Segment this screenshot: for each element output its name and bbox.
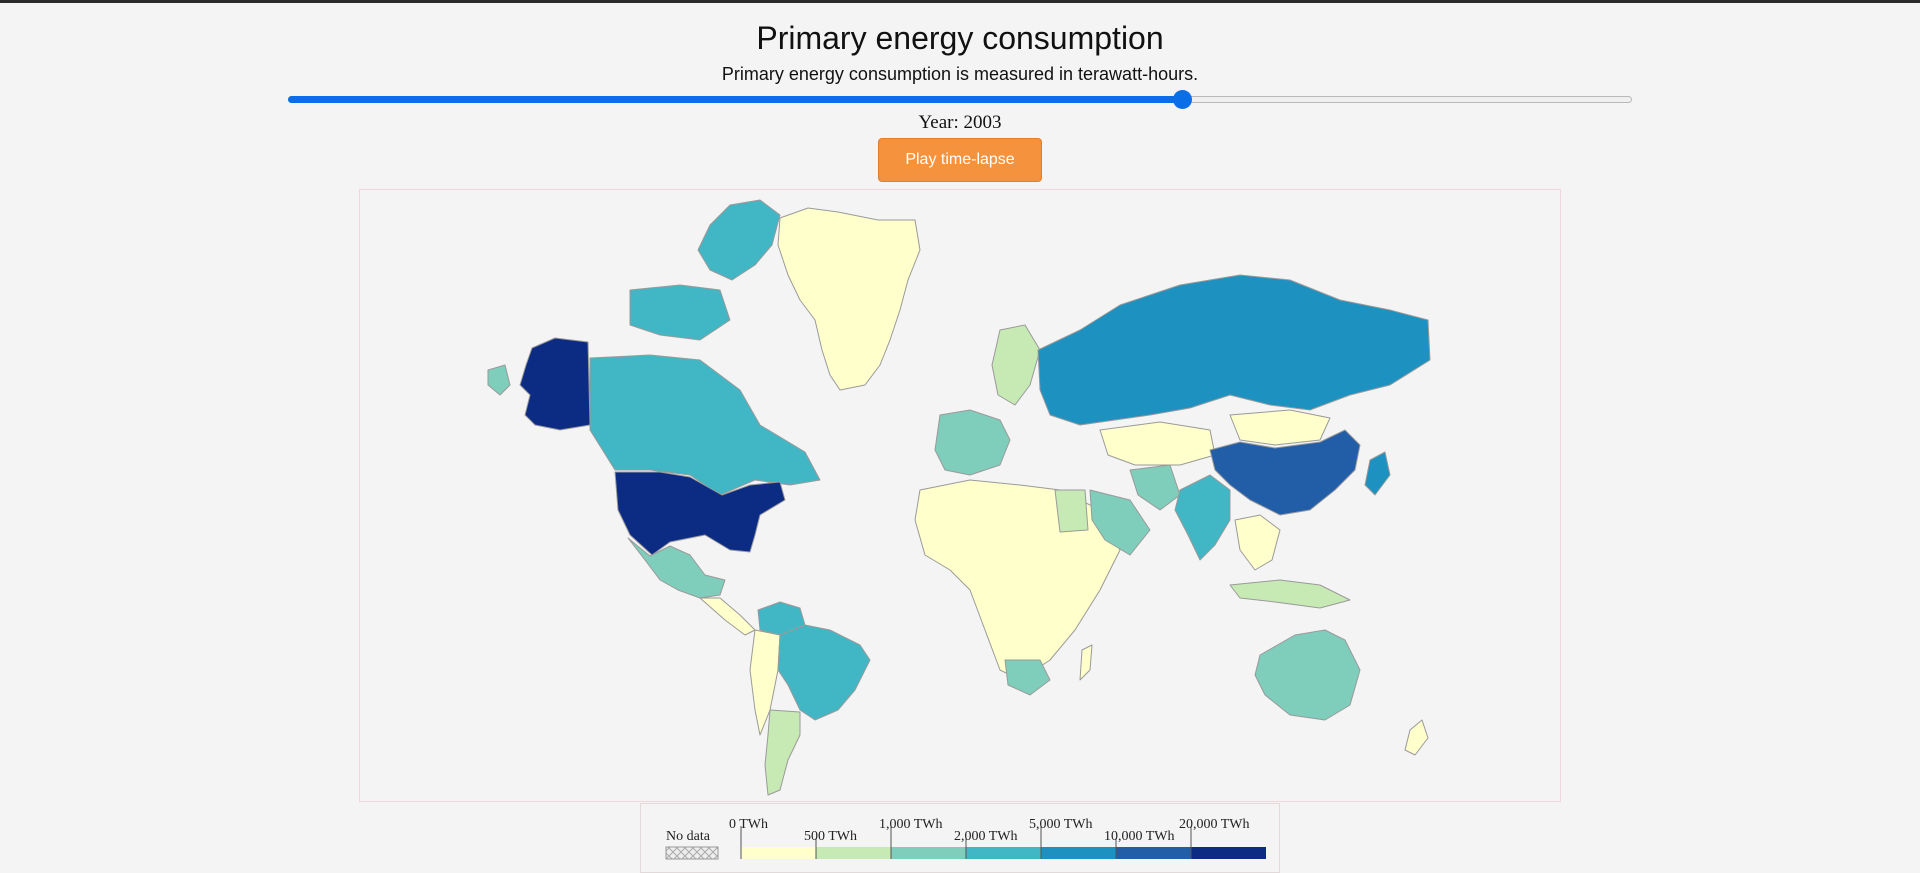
region-saudi-arabia[interactable] — [1089, 489, 1151, 556]
region-alaska[interactable] — [519, 337, 591, 431]
region-south-africa[interactable] — [1004, 659, 1051, 696]
legend-bin-label: 2,000 TWh — [954, 829, 1018, 844]
legend-swatch — [816, 847, 891, 859]
region-scandinavia[interactable] — [991, 324, 1041, 406]
region-united-states[interactable] — [614, 471, 786, 556]
world-map — [359, 189, 1561, 802]
legend-no-data-swatch — [665, 846, 719, 860]
region-iran[interactable] — [1129, 464, 1181, 511]
region-europe-west[interactable] — [934, 409, 1011, 476]
window-top-border — [0, 0, 1920, 3]
page-subtitle: Primary energy consumption is measured i… — [721, 64, 1199, 84]
region-australia[interactable] — [1254, 629, 1361, 721]
year-slider-thumb[interactable] — [1173, 90, 1192, 109]
legend-bin-label: 10,000 TWh — [1104, 829, 1175, 844]
region-indonesia[interactable] — [1229, 579, 1351, 609]
region-china[interactable] — [1209, 429, 1361, 516]
legend-swatch — [741, 847, 816, 859]
world-map-svg — [487, 199, 1431, 796]
region-russia[interactable] — [1037, 274, 1431, 426]
region-egypt[interactable] — [1054, 489, 1089, 533]
map-legend-svg: No data 0 TWh 500 TWh 1,000 TWh 2,000 TWh 5,… — [665, 817, 1266, 860]
legend-swatch — [891, 847, 966, 859]
region-brazil[interactable] — [777, 624, 871, 721]
region-alaska-tip[interactable] — [487, 364, 511, 396]
page-title: Primary energy consumption — [756, 20, 1164, 56]
region-india[interactable] — [1174, 474, 1231, 561]
year-label: Year: 2003 — [918, 112, 1002, 133]
map-legend: No data 0 TWh 500 TWh 1,000 TWh 2,000 TWh 5,… — [640, 803, 1280, 873]
legend-no-data-label: No data — [666, 829, 711, 844]
legend-bin-label: 500 TWh — [804, 829, 857, 844]
year-slider-fill — [288, 96, 1182, 103]
region-new-zealand[interactable] — [1404, 719, 1429, 756]
legend-bin-label: 0 TWh — [729, 817, 768, 832]
region-greenland[interactable] — [777, 207, 921, 391]
legend-bin-label: 20,000 TWh — [1179, 817, 1250, 832]
region-madagascar[interactable] — [1079, 644, 1093, 681]
region-canada[interactable] — [589, 354, 821, 496]
region-mongolia[interactable] — [1229, 409, 1331, 446]
region-japan[interactable] — [1364, 451, 1391, 496]
region-canada-islands[interactable] — [629, 284, 731, 341]
legend-bin-label: 1,000 TWh — [879, 817, 943, 832]
region-southeast-asia[interactable] — [1234, 514, 1281, 571]
region-mexico[interactable] — [627, 537, 726, 599]
legend-swatch — [1191, 847, 1266, 859]
year-slider[interactable] — [288, 90, 1632, 109]
region-argentina[interactable] — [764, 709, 801, 796]
region-central-asia[interactable] — [1099, 421, 1216, 466]
legend-swatch — [966, 847, 1041, 859]
play-timelapse-button[interactable]: Play time-lapse — [878, 138, 1042, 182]
legend-swatch — [1116, 847, 1191, 859]
region-central-america[interactable] — [699, 597, 756, 636]
legend-bin-label: 5,000 TWh — [1029, 817, 1093, 832]
legend-swatch — [1041, 847, 1116, 859]
region-canada-arctic[interactable] — [697, 199, 781, 281]
